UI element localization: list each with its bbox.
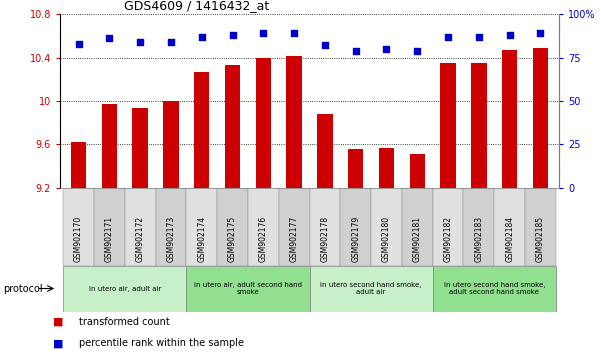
Text: GSM902170: GSM902170 — [74, 215, 83, 262]
FancyBboxPatch shape — [433, 188, 463, 266]
Bar — [194, 72, 209, 188]
FancyBboxPatch shape — [186, 266, 310, 312]
Point — [166, 39, 175, 45]
Text: GDS4609 / 1416432_at: GDS4609 / 1416432_at — [124, 0, 270, 12]
Text: GSM902184: GSM902184 — [505, 216, 514, 262]
Point — [382, 46, 391, 52]
Text: GSM902177: GSM902177 — [290, 215, 299, 262]
FancyBboxPatch shape — [463, 188, 494, 266]
Bar — [410, 154, 425, 188]
Bar — [255, 57, 271, 188]
Point — [412, 48, 422, 53]
FancyBboxPatch shape — [63, 188, 94, 266]
FancyBboxPatch shape — [310, 188, 340, 266]
Text: GSM902179: GSM902179 — [351, 215, 360, 262]
Text: GSM902176: GSM902176 — [259, 215, 268, 262]
FancyBboxPatch shape — [94, 188, 125, 266]
Bar — [532, 48, 548, 188]
Bar — [348, 149, 364, 188]
Text: GSM902175: GSM902175 — [228, 215, 237, 262]
Point — [505, 32, 514, 38]
Point — [197, 34, 207, 40]
FancyBboxPatch shape — [433, 266, 556, 312]
FancyBboxPatch shape — [248, 188, 279, 266]
Text: GSM902178: GSM902178 — [320, 216, 329, 262]
Text: GSM902185: GSM902185 — [536, 216, 545, 262]
Point — [105, 36, 114, 41]
FancyBboxPatch shape — [310, 266, 433, 312]
Point — [74, 41, 84, 46]
Point — [258, 30, 268, 36]
FancyBboxPatch shape — [156, 188, 186, 266]
Text: in utero second hand smoke,
adult air: in utero second hand smoke, adult air — [320, 282, 422, 295]
Point — [535, 30, 545, 36]
Bar — [225, 65, 240, 188]
Point — [444, 34, 453, 40]
Bar — [163, 101, 178, 188]
Text: GSM902172: GSM902172 — [136, 216, 145, 262]
Bar — [317, 114, 332, 188]
Bar — [102, 104, 117, 188]
Text: GSM902181: GSM902181 — [413, 216, 422, 262]
FancyBboxPatch shape — [186, 188, 217, 266]
Point — [320, 42, 330, 48]
Point — [135, 39, 145, 45]
Point — [289, 30, 299, 36]
Bar — [132, 108, 148, 188]
FancyBboxPatch shape — [63, 266, 186, 312]
FancyBboxPatch shape — [525, 188, 556, 266]
FancyBboxPatch shape — [125, 188, 156, 266]
Point — [474, 34, 484, 40]
Text: ■: ■ — [53, 338, 64, 348]
Bar — [287, 56, 302, 188]
Text: GSM902183: GSM902183 — [474, 216, 483, 262]
FancyBboxPatch shape — [340, 188, 371, 266]
Text: in utero air, adult second hand
smoke: in utero air, adult second hand smoke — [194, 282, 302, 295]
FancyBboxPatch shape — [371, 188, 402, 266]
Text: GSM902182: GSM902182 — [444, 216, 453, 262]
Text: GSM902173: GSM902173 — [166, 215, 175, 262]
Text: ■: ■ — [53, 317, 64, 327]
Text: GSM902180: GSM902180 — [382, 216, 391, 262]
FancyBboxPatch shape — [217, 188, 248, 266]
FancyBboxPatch shape — [494, 188, 525, 266]
Text: in utero second hand smoke,
adult second hand smoke: in utero second hand smoke, adult second… — [444, 282, 545, 295]
FancyBboxPatch shape — [402, 188, 433, 266]
FancyBboxPatch shape — [279, 188, 310, 266]
Text: GSM902171: GSM902171 — [105, 216, 114, 262]
Text: GSM902174: GSM902174 — [197, 215, 206, 262]
Bar — [441, 63, 456, 188]
Point — [228, 32, 237, 38]
Point — [351, 48, 361, 53]
Text: transformed count: transformed count — [79, 317, 169, 327]
Bar — [502, 50, 517, 188]
Text: protocol: protocol — [3, 284, 43, 293]
Bar — [379, 148, 394, 188]
Text: percentile rank within the sample: percentile rank within the sample — [79, 338, 244, 348]
Text: in utero air, adult air: in utero air, adult air — [88, 286, 161, 291]
Bar — [71, 142, 87, 188]
Bar — [471, 63, 487, 188]
